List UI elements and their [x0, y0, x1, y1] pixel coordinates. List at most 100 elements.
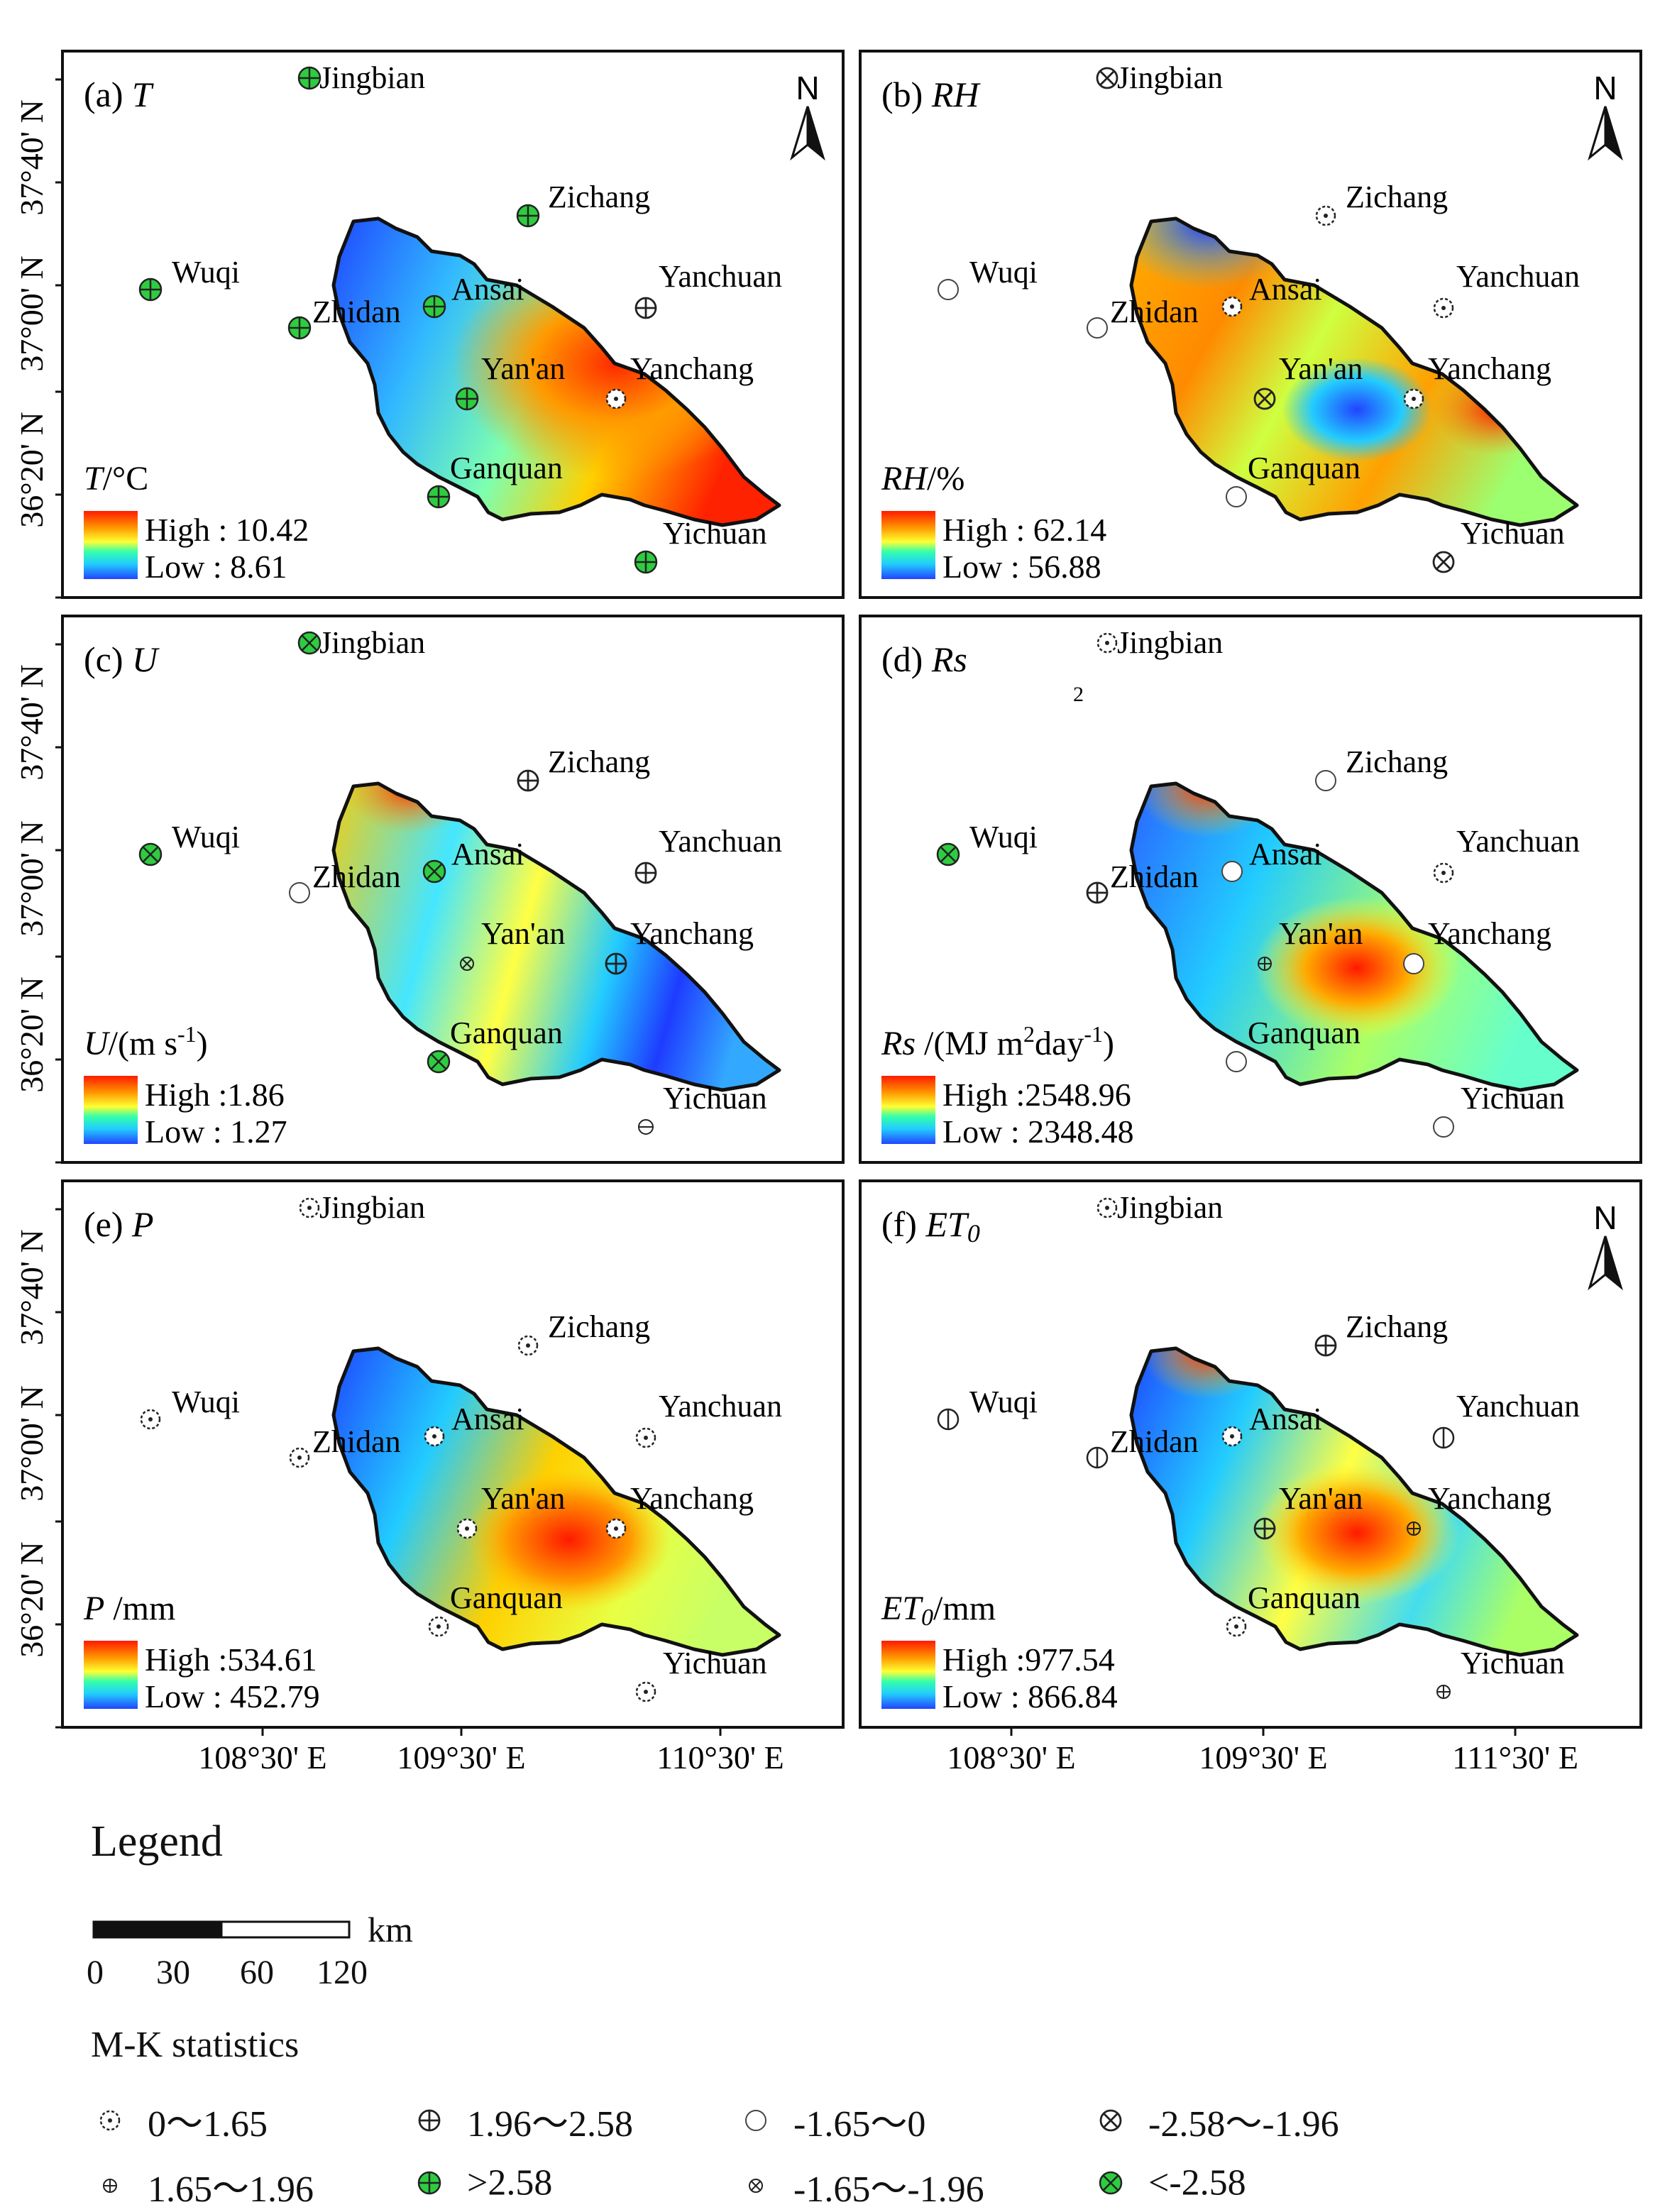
mk-symbol-icon	[424, 1426, 445, 1447]
panel-d-station-yichuan: Yichuan	[1433, 1081, 1565, 1138]
mk-symbol-icon	[1226, 1051, 1247, 1072]
station-label: Wuqi	[172, 1385, 240, 1419]
panel-e-station-zhidan: Zhidan	[289, 1424, 401, 1468]
panel-a-station-jingbian: Jingbian	[297, 60, 425, 95]
mk-legend-item: -1.65～-1.96	[738, 2159, 984, 2212]
panel-f-station-yanchuan: Yanchuan	[1432, 1389, 1580, 1449]
mk-legend-label: -1.65～0	[793, 2104, 926, 2145]
station-label: Yanchuan	[659, 259, 782, 294]
panel-a-unit-label: T/°C	[84, 460, 148, 497]
station-label: Yanchuan	[659, 824, 782, 859]
scale-unit: km	[368, 1910, 413, 1949]
station-label: Ansai	[451, 272, 524, 307]
scale-label-60: 60	[240, 1954, 274, 1991]
mk-symbol-icon	[103, 2178, 117, 2193]
panel-a-station-zhidan: Zhidan	[287, 295, 401, 340]
panel-c-low: Low : 1.27	[145, 1113, 287, 1150]
mk-symbol-icon	[1096, 1197, 1118, 1218]
station-label: Ganquan	[450, 1016, 563, 1050]
panel-e-station-ansai: Ansai	[424, 1402, 524, 1447]
station-label: Zichang	[1346, 744, 1448, 779]
mk-symbol-icon	[1403, 388, 1424, 409]
panel-c-station-yanchuan: Yanchuan	[634, 824, 782, 884]
station-label: Yanchuan	[1456, 824, 1580, 859]
mk-symbol-icon	[1315, 205, 1336, 226]
legend: Legend km 0 30 60 120 M-K statistics 0～1…	[85, 1817, 1611, 2210]
station-label: Yanchuan	[659, 1389, 782, 1424]
mk-symbol-icon	[1221, 296, 1243, 317]
panel-f: (f) ET0 Jingbian Zichang Wuqi Zhidan Ansai Yan…	[859, 1179, 1642, 1729]
panel-a-high: High : 10.42	[145, 512, 309, 548]
mk-legend-label: -1.65～-1.96	[793, 2169, 984, 2210]
station-label: Ganquan	[450, 451, 563, 485]
mk-symbol-icon	[456, 1518, 478, 1539]
mk-symbol-icon	[605, 1518, 627, 1539]
panel-f-station-zichang: Zichang	[1314, 1309, 1448, 1357]
panel-b-station-yanan: Yan'an	[1253, 351, 1363, 410]
mk-symbol-icon	[635, 1681, 656, 1702]
panel-e: (e) P Jingbian Zichang Wuqi Zhidan Ansai Yanch…	[61, 1179, 845, 1729]
panel-f-station-jingbian: Jingbian	[1096, 1190, 1223, 1225]
panel-c-station-wuqi: Wuqi	[138, 820, 240, 866]
mk-symbol-icon	[1099, 2109, 1122, 2131]
panel-c-unit-label: U/(m s-1)	[84, 1021, 208, 1062]
station-label: Yanchang	[1428, 916, 1551, 951]
mk-legend-item: 0～1.65	[92, 2093, 268, 2147]
panel-b-low: Low : 56.88	[942, 549, 1101, 585]
mk-symbol-icon	[138, 277, 163, 302]
panel-a-station-wuqi: Wuqi	[138, 255, 240, 302]
station-label: Zhidan	[312, 859, 401, 894]
mk-symbol-icon	[1253, 1517, 1276, 1540]
mk-symbol-icon	[1407, 1522, 1421, 1536]
panel-a-colorramp	[84, 511, 138, 579]
station-label: Wuqi	[172, 820, 240, 854]
station-label: Yan'an	[1279, 351, 1363, 386]
station-label: Yan'an	[1279, 1481, 1363, 1516]
mk-symbol-icon	[1403, 953, 1424, 974]
panel-f-unit-label: ET0/mm	[881, 1590, 996, 1631]
panel-b-station-yanchang: Yanchang	[1403, 351, 1551, 409]
mk-symbol-icon	[1436, 1685, 1451, 1699]
panel-d: (d) Rs 2 Jingbian Zichang Wuqi Zhidan Ansai Yan…	[859, 615, 1642, 1164]
panel-f-high: High :977.54	[942, 1641, 1115, 1678]
station-label: Yichuan	[663, 1081, 767, 1116]
station-label: Ansai	[1249, 272, 1322, 307]
mk-legend-label: -2.58～-1.96	[1148, 2104, 1339, 2145]
panel-b-station-ansai: Ansai	[1221, 272, 1322, 317]
panel-d-station-yanchang: Yanchang	[1403, 916, 1551, 974]
panel-e-station-yanchang: Yanchang	[605, 1481, 754, 1539]
mk-legend-label: 0～1.65	[148, 2104, 268, 2145]
mk-symbol-icon	[1314, 1334, 1337, 1357]
panel-c-station-zichang: Zichang	[517, 744, 650, 792]
station-label: Jingbian	[319, 1190, 425, 1225]
y-tick-label-row0-0: 37°40' N	[13, 99, 50, 215]
station-label: Zichang	[1346, 1309, 1448, 1344]
panel-d-title-var: Rs	[923, 639, 967, 679]
panel-a-station-ganquan: Ganquan	[427, 451, 563, 509]
station-label: Wuqi	[969, 1385, 1038, 1419]
panel-c: (c) U Jingbian Zichang Wuqi Zhidan Ansai Yanch…	[61, 615, 845, 1164]
panel-d-high: High :2548.96	[942, 1077, 1131, 1113]
panel-e-high: High :534.61	[145, 1641, 317, 1678]
panel-f-station-ansai: Ansai	[1221, 1402, 1322, 1447]
mk-symbol-icon	[516, 204, 540, 228]
panel-e-title: (e) P	[84, 1204, 154, 1244]
mk-symbol-icon	[634, 297, 657, 319]
panel-d-station-yanchuan: Yanchuan	[1433, 824, 1580, 884]
y-tick-label-row0-2: 36°20' N	[13, 412, 50, 527]
y-tick-label-row2-2: 36°20' N	[13, 1541, 50, 1657]
mk-symbol-icon	[1433, 297, 1454, 319]
panel-c-station-yichuan: Yichuan	[638, 1081, 767, 1135]
station-label: Yan'an	[481, 1481, 565, 1516]
panel-d-colorramp	[881, 1076, 935, 1144]
mk-symbol-icon	[938, 279, 959, 300]
mk-symbol-icon	[1258, 957, 1272, 971]
panel-a-station-yanchuan: Yanchuan	[634, 259, 782, 319]
panel-c-station-yanan: Yan'an	[460, 916, 565, 971]
station-label: Zhidan	[1110, 1424, 1199, 1459]
x-tick-label-left-0: 108°30' E	[198, 1739, 326, 1776]
station-label: Jingbian	[1117, 60, 1223, 95]
